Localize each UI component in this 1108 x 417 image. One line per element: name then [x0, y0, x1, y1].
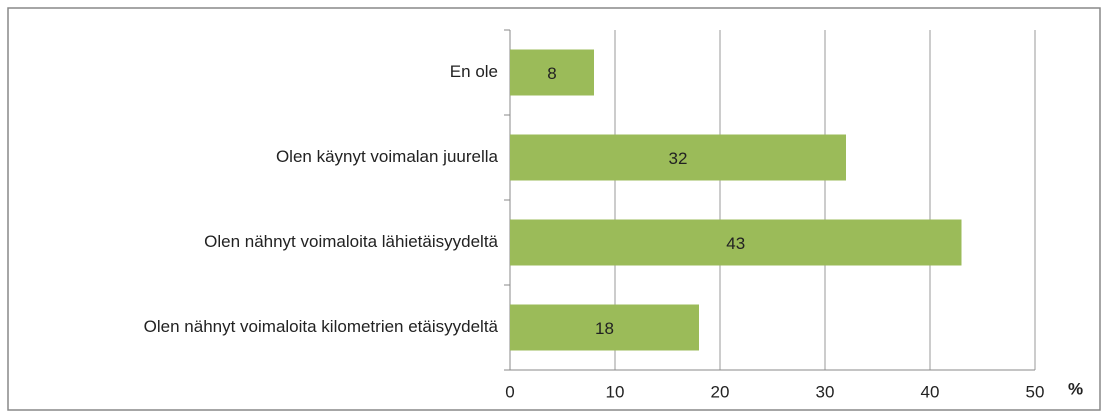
- bar: [510, 49, 594, 96]
- data-label: 32: [669, 149, 688, 168]
- data-label: 18: [595, 319, 614, 338]
- bar: [510, 134, 846, 181]
- x-tick-label: 0: [505, 382, 514, 401]
- y-tick-label: Olen käynyt voimalan juurella: [276, 147, 499, 166]
- x-tick-label: 50: [1026, 382, 1045, 401]
- y-tick-label: En ole: [450, 62, 498, 81]
- x-tick-label: 20: [711, 382, 730, 401]
- bar: [510, 219, 962, 266]
- data-label: 43: [726, 234, 745, 253]
- y-tick-label: Olen nähnyt voimaloita kilometrien etäis…: [144, 317, 499, 336]
- y-tick-label: Olen nähnyt voimaloita lähietäisyydeltä: [204, 232, 498, 251]
- x-tick-label: 40: [921, 382, 940, 401]
- x-tick-label: 30: [816, 382, 835, 401]
- data-label: 8: [547, 64, 556, 83]
- x-axis-label: %: [1068, 379, 1083, 398]
- bar: [510, 304, 699, 351]
- x-tick-label: 10: [606, 382, 625, 401]
